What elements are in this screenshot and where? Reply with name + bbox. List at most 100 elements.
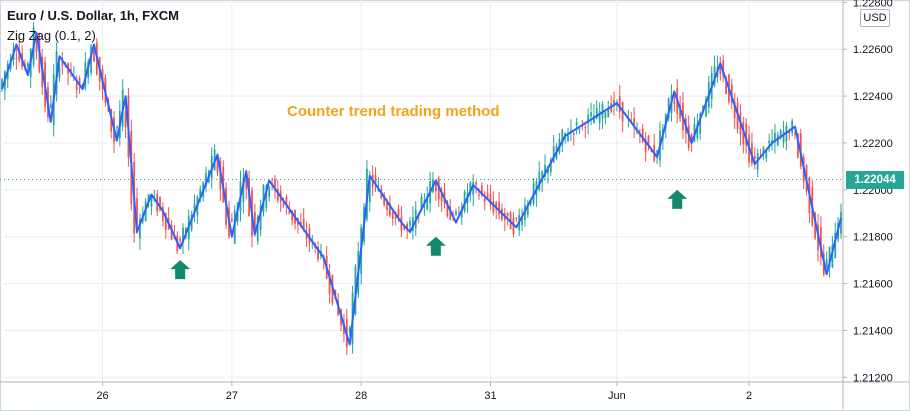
candle-body <box>449 205 452 220</box>
candle-body <box>604 112 607 119</box>
candle-body <box>765 150 768 159</box>
y-tick-label: 1.21400 <box>853 325 893 337</box>
chart-title: Euro / U.S. Dollar, 1h, FXCM <box>7 8 179 23</box>
candle-body <box>544 165 546 177</box>
candle-body <box>486 192 489 199</box>
candle-body <box>242 178 245 203</box>
candle-body <box>814 213 817 239</box>
candle-body <box>607 109 610 118</box>
candle-body <box>598 111 601 123</box>
candle-body <box>328 272 331 294</box>
candle-body <box>541 171 544 182</box>
candle-body <box>406 223 409 230</box>
candle-body <box>389 203 391 216</box>
candle-body <box>696 123 699 139</box>
y-tick-label: 1.22800 <box>853 0 893 9</box>
candle-body <box>409 221 411 226</box>
up-arrow-icon <box>425 236 446 256</box>
candle-body <box>446 201 449 216</box>
candle-body <box>475 182 477 185</box>
annotation-text: Counter trend trading method <box>287 103 500 120</box>
candle-body <box>570 130 572 132</box>
candle-body <box>526 204 529 215</box>
candle-body <box>638 135 641 137</box>
candle-body <box>587 115 590 124</box>
candle-body <box>124 110 127 128</box>
candle-body <box>426 195 429 210</box>
candle-body <box>575 122 578 126</box>
candle-body <box>595 108 598 119</box>
candle-body <box>489 194 492 205</box>
candle-body <box>150 196 153 207</box>
x-tick-label: 26 <box>96 390 108 402</box>
candle-body <box>75 83 78 90</box>
candle-body <box>825 259 828 267</box>
y-tick-label: 1.22600 <box>853 44 893 56</box>
candle-body <box>613 100 615 105</box>
candle-body <box>437 178 440 200</box>
candle-body <box>498 201 500 215</box>
candle-body <box>256 216 259 242</box>
candle-body <box>35 45 38 53</box>
candle-body <box>403 226 406 230</box>
candle-body <box>170 224 173 240</box>
candle-body <box>725 77 727 94</box>
candle-body <box>572 133 575 135</box>
y-tick-label: 1.21800 <box>853 232 893 244</box>
candle-body <box>673 100 676 104</box>
candle-body <box>828 246 831 268</box>
y-tick-label: 1.22200 <box>853 138 893 150</box>
candle-body <box>567 135 569 142</box>
y-tick-label: 1.21200 <box>853 372 893 384</box>
candle-body <box>216 156 219 174</box>
x-tick-label: 28 <box>355 390 367 402</box>
candle-body <box>480 185 483 196</box>
currency-button[interactable]: USD <box>860 9 890 27</box>
candle-body <box>162 207 164 221</box>
candle-body <box>745 123 748 146</box>
candle-body <box>774 132 776 143</box>
up-arrow-icon <box>170 260 191 280</box>
candle-body <box>434 182 437 192</box>
indicator-label[interactable]: Zig Zag (0.1, 2) <box>7 28 96 43</box>
zigzag-line <box>1 31 842 346</box>
candle-body <box>49 103 52 108</box>
candle-body <box>291 210 294 221</box>
up-arrow-icon <box>667 189 688 209</box>
candle-body <box>641 128 644 143</box>
candle-body <box>819 227 822 258</box>
candle-body <box>348 327 351 332</box>
candle-body <box>515 218 518 220</box>
candle-body <box>383 194 386 205</box>
candle-body <box>193 203 196 214</box>
candle-body <box>368 177 371 203</box>
candle-body <box>593 115 595 124</box>
current-price-tag: 1.22044 <box>846 170 904 189</box>
candle-body <box>733 102 736 119</box>
candle-body <box>794 133 796 135</box>
candle-body <box>782 131 785 143</box>
candle-body <box>549 159 552 173</box>
candle-body <box>483 198 486 203</box>
candle-body <box>411 217 414 231</box>
y-tick-label: 1.21600 <box>853 279 893 291</box>
candle-body <box>552 146 555 163</box>
candle-body <box>779 130 782 137</box>
x-tick-label: Jun <box>608 390 626 402</box>
candle-body <box>667 98 670 119</box>
candle-body <box>840 211 842 234</box>
candle-body <box>478 194 480 196</box>
candle-body <box>581 121 584 123</box>
x-tick-label: 31 <box>484 390 496 402</box>
candle-body <box>561 129 564 145</box>
candle-body <box>831 245 834 268</box>
candle-body <box>26 63 29 67</box>
candle-body <box>308 228 311 243</box>
candle-body <box>230 219 233 222</box>
candle-body <box>690 134 693 142</box>
candle-body <box>93 51 95 62</box>
candle-body <box>58 67 61 78</box>
candle-body <box>268 186 271 197</box>
candle-body <box>164 213 167 231</box>
